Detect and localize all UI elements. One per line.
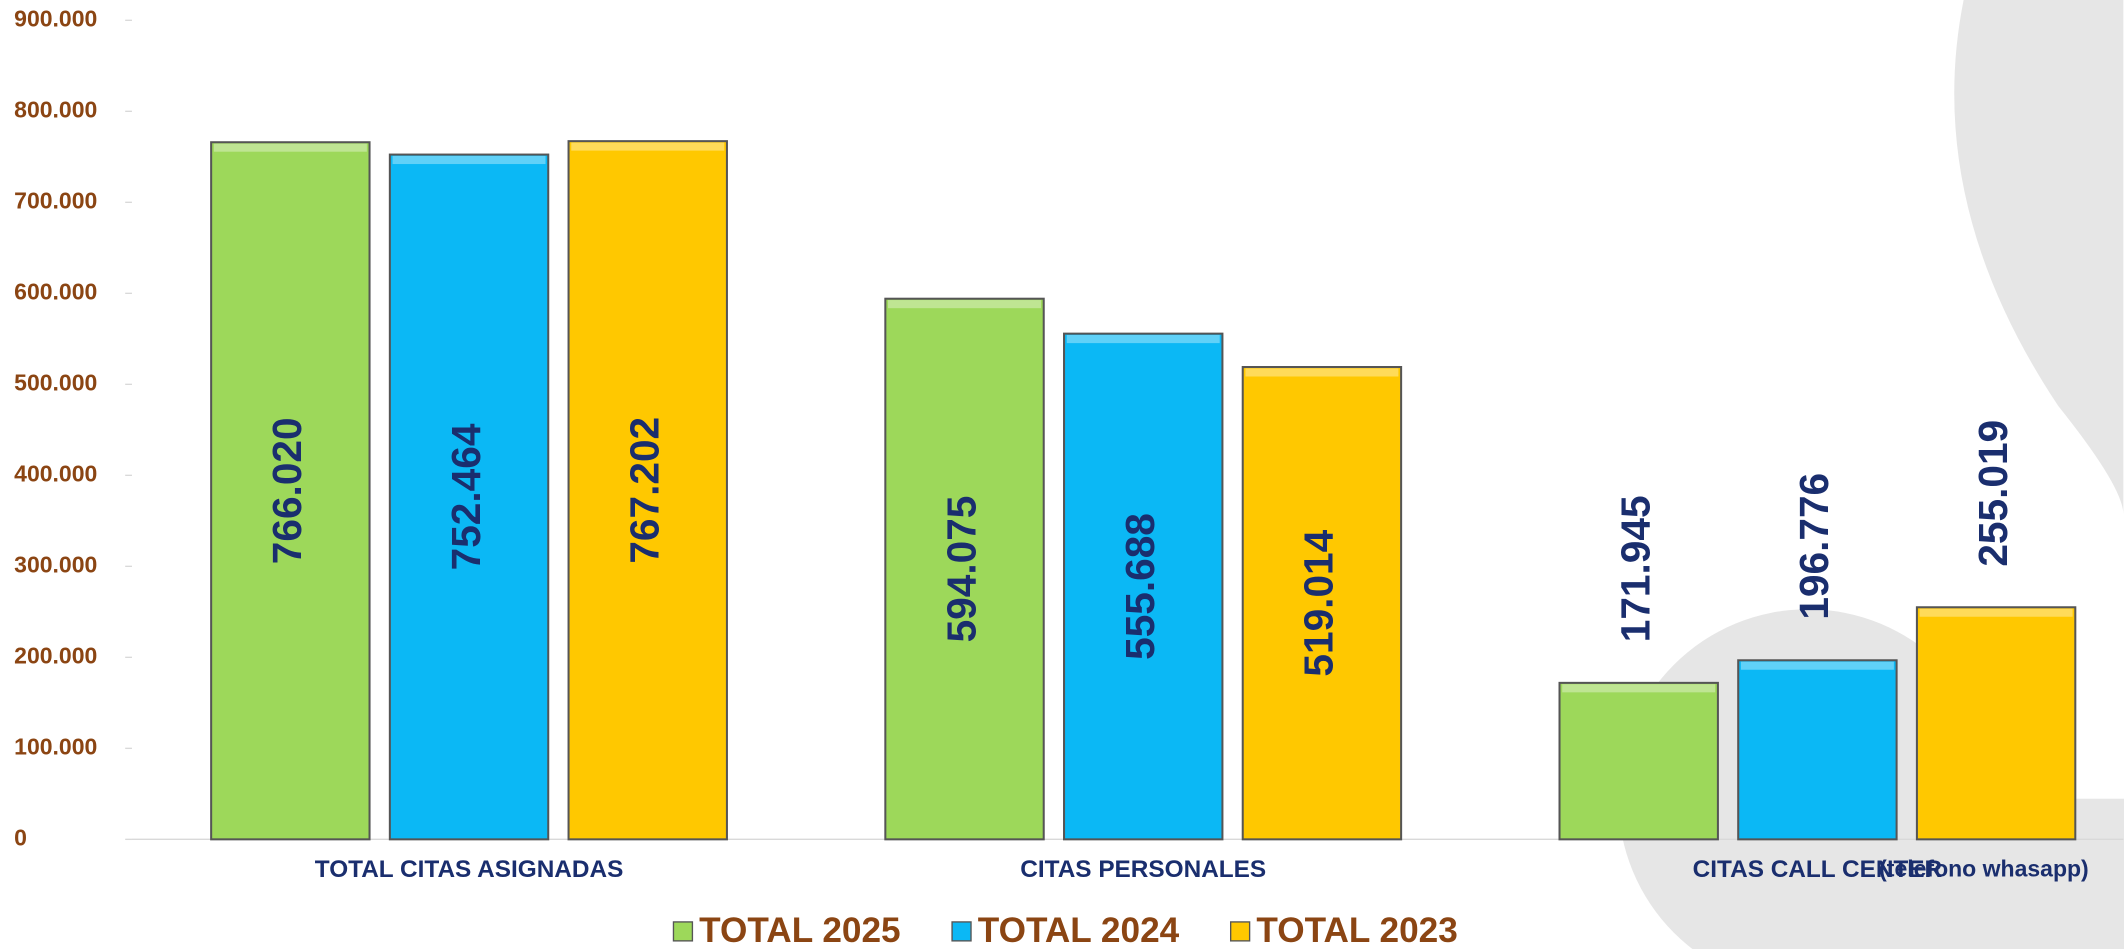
data-label: 766.020 — [264, 417, 310, 564]
bar — [388, 153, 550, 841]
y-tick-label: 800.000 — [14, 96, 97, 122]
legend-swatch — [951, 921, 972, 942]
data-label: 171.945 — [1612, 495, 1658, 642]
bar-highlight — [1066, 334, 1220, 344]
legend-label: TOTAL 2025 — [699, 911, 900, 949]
legend-swatch — [672, 921, 694, 942]
y-tick-label: 500.000 — [14, 369, 97, 395]
data-label: 196.776 — [1791, 473, 1837, 620]
bar-highlight — [213, 143, 367, 152]
bar-highlight — [1245, 368, 1399, 377]
annotation: (telefono whasapp) — [1879, 856, 2089, 882]
bar-highlight — [392, 155, 546, 165]
data-label: 752.464 — [443, 423, 489, 570]
x-tick-label: TOTAL CITAS ASIGNADAS — [315, 856, 624, 883]
y-tick-label: 600.000 — [14, 278, 97, 304]
bar — [1737, 659, 1898, 841]
y-tick-label: 300.000 — [14, 551, 97, 577]
bar — [210, 141, 371, 841]
bar — [1063, 332, 1224, 841]
bar — [884, 297, 1045, 841]
bar-highlight — [1919, 608, 2073, 617]
data-label: 767.202 — [621, 417, 667, 564]
bar-highlight — [571, 142, 725, 151]
x-tick-label: CITAS PERSONALES — [1020, 856, 1266, 883]
bar-highlight — [888, 300, 1042, 309]
y-tick-label: 0 — [14, 824, 27, 850]
y-tick-label: 700.000 — [14, 187, 97, 213]
x-tick-label: CITAS CALL CENTER — [1693, 856, 1943, 883]
data-label: 519.014 — [1296, 529, 1342, 676]
bar-highlight — [1740, 661, 1894, 670]
bar — [1558, 681, 1719, 841]
legend-label: TOTAL 2024 — [978, 911, 1180, 949]
y-tick-label: 400.000 — [14, 460, 97, 486]
legend-label: TOTAL 2023 — [1256, 911, 1457, 949]
legend-swatch — [1229, 921, 1251, 942]
bar — [1915, 606, 2077, 841]
data-label: 255.019 — [1970, 420, 2016, 567]
background-shape — [1954, 0, 2124, 515]
data-label: 594.075 — [938, 496, 984, 643]
bar-highlight — [1562, 684, 1716, 693]
bar — [567, 140, 728, 841]
y-tick-label: 100.000 — [14, 733, 97, 759]
y-tick-label: 900.000 — [14, 5, 97, 31]
data-label: 555.688 — [1117, 513, 1163, 660]
bar — [1241, 366, 1403, 841]
y-tick-label: 200.000 — [14, 642, 97, 668]
